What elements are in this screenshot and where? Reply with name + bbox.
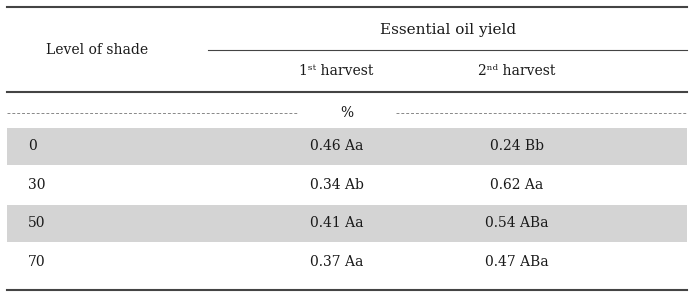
Text: 50: 50 bbox=[28, 216, 45, 230]
Text: 70: 70 bbox=[28, 255, 45, 269]
Text: %: % bbox=[341, 106, 353, 121]
Text: 0: 0 bbox=[28, 139, 37, 153]
Text: 0.41 Aa: 0.41 Aa bbox=[310, 216, 364, 230]
Text: Level of shade: Level of shade bbox=[46, 43, 149, 57]
Text: 2ⁿᵈ harvest: 2ⁿᵈ harvest bbox=[478, 64, 556, 78]
Bar bbox=[7, 205, 687, 242]
Text: 0.54 ABa: 0.54 ABa bbox=[485, 216, 549, 230]
Bar bbox=[7, 128, 687, 165]
Text: 0.24 Bb: 0.24 Bb bbox=[490, 139, 544, 153]
Text: 30: 30 bbox=[28, 178, 45, 192]
Text: 1ˢᵗ harvest: 1ˢᵗ harvest bbox=[299, 64, 374, 78]
Text: 0.34 Ab: 0.34 Ab bbox=[310, 178, 364, 192]
Text: Essential oil yield: Essential oil yield bbox=[380, 23, 516, 37]
Text: 0.47 ABa: 0.47 ABa bbox=[485, 255, 549, 269]
Text: 0.62 Aa: 0.62 Aa bbox=[491, 178, 543, 192]
Text: 0.46 Aa: 0.46 Aa bbox=[310, 139, 363, 153]
Text: 0.37 Aa: 0.37 Aa bbox=[310, 255, 363, 269]
